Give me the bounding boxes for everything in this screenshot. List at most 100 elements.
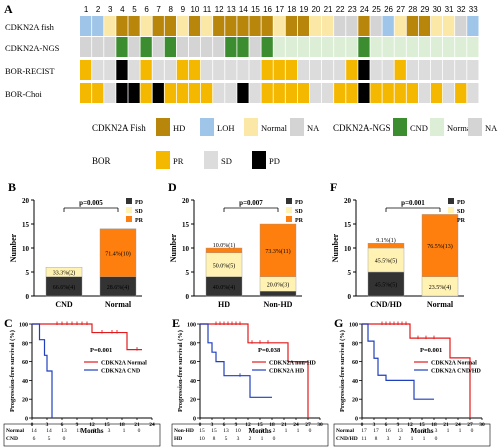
y-tick-label: 60 (352, 360, 358, 366)
y-axis-label: Progression-free survival (%) (9, 330, 16, 412)
cell-ngs-22 (334, 37, 346, 57)
sample-number-21: 21 (324, 5, 333, 14)
cell-ngs-12 (213, 37, 225, 57)
legend-label-SD: SD (457, 209, 465, 215)
row-label-2: CDKN2A-NGS (5, 43, 60, 53)
risk-value: 1 (411, 436, 414, 442)
legend-swatch-PD (286, 198, 292, 204)
cell-recist-24 (358, 60, 370, 80)
x-tick-label: 12 (89, 422, 95, 428)
legend-swatch-fish-HD (156, 118, 170, 136)
sample-number-9: 9 (181, 5, 186, 14)
risk-value: 3 (261, 428, 264, 434)
legend-label-bor-PR: PR (173, 156, 184, 166)
panel-f-bar-chart: F 0 5 10 15 20 Number 45.5%(5) 45.5%(5) 9.1%(1) CN… (330, 180, 466, 309)
cell-fish-32 (455, 16, 467, 36)
risk-value: 3 (237, 436, 240, 442)
sample-number-12: 12 (215, 5, 224, 14)
cell-recist-7 (152, 60, 164, 80)
cell-ngs-15 (249, 37, 261, 57)
risk-value: 1 (447, 428, 450, 434)
cell-ngs-23 (346, 37, 358, 57)
y-tick-label: 20 (344, 197, 352, 205)
bar-label-PD-Normal: 28.6%(4) (107, 284, 130, 291)
legend-label-1: CDKN2A CND (101, 369, 141, 375)
legend-label-SD: SD (295, 209, 303, 215)
y-tick-label: 0 (355, 417, 358, 423)
bar-label-SD-Non-HD: 20.0%(3) (267, 282, 290, 289)
sample-number-28: 28 (408, 5, 417, 14)
x-tick-label: 3 (46, 422, 49, 428)
y-tick-label: 20 (22, 398, 28, 404)
legend-fish-title: CDKN2A Fish (92, 123, 146, 133)
cell-ngs-26 (382, 37, 394, 57)
bar-label-PR-Non-HD: 73.3%(11) (265, 248, 290, 255)
risk-value: 13 (223, 428, 229, 434)
cell-choi-22 (334, 83, 346, 103)
y-axis-label: Number (169, 233, 178, 262)
risk-value: 17 (361, 428, 367, 434)
sample-number-22: 22 (336, 5, 345, 14)
sample-number-16: 16 (263, 5, 272, 14)
cell-fish-26 (382, 16, 394, 36)
cell-fish-7 (152, 16, 164, 36)
cell-recist-29 (418, 60, 431, 80)
x-tick-label: 6 (61, 422, 64, 428)
y-tick-label: 80 (22, 341, 28, 347)
risk-value: 0 (471, 428, 474, 434)
legend-label-fish-NA: NA (307, 123, 320, 133)
legend-swatch-PD (126, 198, 132, 204)
y-tick-label: 0 (186, 293, 190, 301)
cell-fish-15 (249, 16, 261, 36)
cell-ngs-19 (297, 37, 310, 57)
bar-label-PR-Normal: 76.5%(13) (427, 243, 453, 250)
legend-swatch-PR (448, 216, 454, 222)
legend-label-ngs-CND: CND (410, 123, 428, 133)
cell-choi-11 (201, 83, 213, 103)
cell-recist-5 (128, 60, 140, 80)
legend-swatch-SD (448, 207, 454, 213)
risk-value: 2 (273, 428, 276, 434)
pvalue-label: p=0.007 (239, 199, 263, 207)
row-label-3: BOR-RECIST (5, 66, 55, 76)
cell-choi-32 (455, 83, 467, 103)
cell-ngs-32 (455, 37, 467, 57)
legend-swatch-PD (448, 198, 454, 204)
risk-value: 6 (93, 428, 96, 434)
x-category-label: CND (55, 300, 73, 309)
cell-fish-17 (273, 16, 285, 36)
cell-recist-1 (80, 60, 92, 80)
km-curve-cdkn2a-non-hd (200, 323, 309, 418)
risk-value: 17 (373, 428, 379, 434)
risk-row-label: Normal (336, 428, 354, 434)
risk-table-border (333, 423, 491, 447)
sample-number-24: 24 (360, 5, 369, 14)
cell-recist-2 (92, 60, 104, 80)
x-tick-label: 18 (431, 422, 437, 428)
y-tick-label: 20 (190, 398, 196, 404)
risk-value: 7 (411, 428, 414, 434)
sample-number-10: 10 (190, 5, 199, 14)
cell-fish-22 (334, 16, 346, 36)
legend-label-0: CDKN2A non-HD (269, 361, 317, 367)
cell-choi-33 (467, 83, 479, 103)
cell-recist-6 (140, 60, 152, 80)
cell-ngs-28 (406, 37, 418, 57)
y-axis-label: Progression-free survival (%) (339, 330, 346, 412)
cell-fish-6 (140, 16, 152, 36)
cell-ngs-17 (273, 37, 285, 57)
bar-label-PD-CND/HD: 45.5%(5) (375, 282, 398, 289)
x-tick-label: 15 (257, 422, 263, 428)
bar-label-PD-HD: 40.0%(4) (213, 284, 236, 291)
y-tick-label: 40 (352, 379, 358, 385)
cell-recist-20 (309, 60, 322, 80)
bar-SD-CND (45, 267, 83, 278)
x-category-label: Normal (427, 300, 454, 309)
y-tick-label: 0 (348, 293, 352, 301)
x-axis-label: Months (249, 427, 272, 435)
cell-fish-4 (116, 16, 128, 36)
pvalue-label: p=0.005 (79, 199, 103, 207)
risk-value: 14 (31, 428, 37, 434)
bar-label-PD-CND: 66.6%(4) (53, 284, 76, 291)
